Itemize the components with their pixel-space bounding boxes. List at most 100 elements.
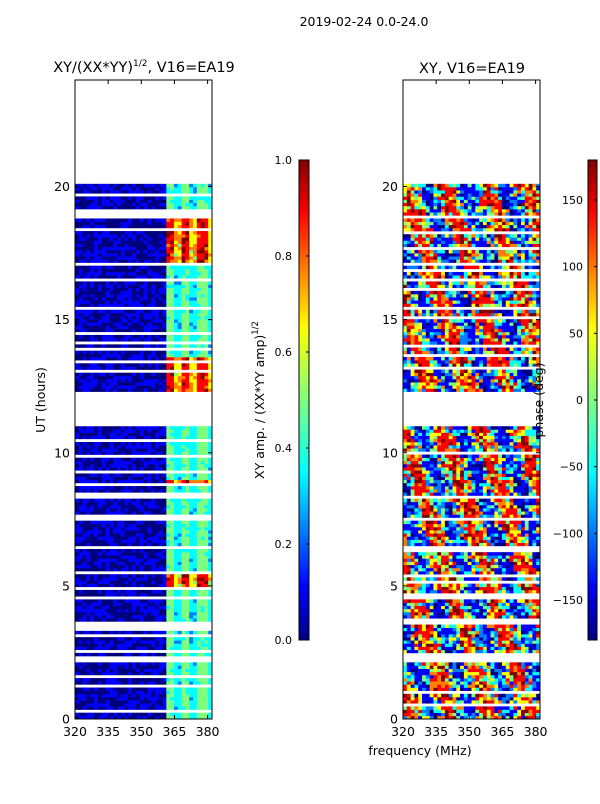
- heatmap-cell: [105, 335, 109, 338]
- heatmap-cell: [86, 426, 90, 429]
- heatmap-cell: [170, 338, 174, 341]
- heatmap-cell: [163, 662, 167, 665]
- heatmap-cell: [185, 385, 189, 388]
- heatmap-cell: [128, 385, 132, 388]
- heatmap-cell: [193, 599, 197, 602]
- heatmap-cell: [147, 543, 151, 546]
- heatmap-cell: [155, 442, 159, 445]
- heatmap-cell: [128, 713, 132, 716]
- heatmap-cell: [102, 426, 106, 429]
- heatmap-cell: [151, 593, 155, 596]
- heatmap-cell: [178, 609, 182, 612]
- heatmap-cell: [86, 593, 90, 596]
- heatmap-cell: [117, 388, 121, 391]
- heatmap-cell: [79, 388, 83, 391]
- heatmap-cell: [132, 574, 136, 577]
- heatmap-cell: [121, 612, 125, 615]
- heatmap-cell: [437, 678, 441, 681]
- heatmap-cell: [147, 574, 151, 577]
- heatmap-cell: [189, 344, 193, 347]
- heatmap-cell: [197, 584, 201, 587]
- heatmap-cell: [204, 382, 208, 385]
- heatmap-cell: [86, 294, 90, 297]
- heatmap-cell: [90, 300, 94, 303]
- heatmap-cell: [201, 388, 205, 391]
- heatmap-cell: [185, 247, 189, 250]
- heatmap-cell: [151, 521, 155, 524]
- heatmap-cell: [147, 577, 151, 580]
- heatmap-cell: [113, 300, 117, 303]
- heatmap-cell: [407, 669, 411, 672]
- heatmap-cell: [90, 322, 94, 325]
- heatmap-cell: [102, 379, 106, 382]
- heatmap-cell: [113, 379, 117, 382]
- heatmap-cell: [151, 568, 155, 571]
- heatmap-cell: [124, 558, 128, 561]
- heatmap-cell: [105, 294, 109, 297]
- heatmap-cell: [189, 316, 193, 319]
- heatmap-cell: [113, 580, 117, 583]
- heatmap-cell: [105, 316, 109, 319]
- heatmap-cell: [174, 325, 178, 328]
- heatmap-cell: [102, 354, 106, 357]
- heatmap-cell: [170, 272, 174, 275]
- heatmap-cell: [117, 250, 121, 253]
- heatmap-cell: [407, 700, 411, 703]
- heatmap-cell: [189, 244, 193, 247]
- heatmap-cell: [117, 533, 121, 536]
- heatmap-cell: [121, 706, 125, 709]
- heatmap-cell: [174, 310, 178, 313]
- heatmap-cell: [132, 247, 136, 250]
- heatmap-cell: [491, 706, 495, 709]
- heatmap-cell: [185, 505, 189, 508]
- heatmap-cell: [407, 681, 411, 684]
- heatmap-cell: [407, 706, 411, 709]
- heatmap-cell: [113, 442, 117, 445]
- heatmap-cell: [174, 637, 178, 640]
- heatmap-cell: [197, 603, 201, 606]
- heatmap-cell: [128, 203, 132, 206]
- heatmap-cell: [83, 344, 87, 347]
- heatmap-cell: [83, 565, 87, 568]
- heatmap-cell: [193, 357, 197, 360]
- heatmap-cell: [197, 467, 201, 470]
- heatmap-cell: [75, 700, 79, 703]
- heatmap-cell: [90, 606, 94, 609]
- heatmap-cell: [472, 672, 476, 675]
- heatmap-cell: [155, 294, 159, 297]
- heatmap-cell: [460, 688, 464, 691]
- heatmap-cell: [128, 281, 132, 284]
- heatmap-cell: [155, 505, 159, 508]
- heatmap-cell: [128, 643, 132, 646]
- heatmap-cell: [124, 190, 128, 193]
- heatmap-cell: [170, 303, 174, 306]
- heatmap-cell: [86, 433, 90, 436]
- heatmap-cell: [90, 344, 94, 347]
- heatmap-cell: [460, 713, 464, 716]
- heatmap-cell: [414, 710, 418, 713]
- heatmap-cell: [189, 527, 193, 530]
- heatmap-cell: [140, 285, 144, 288]
- heatmap-cell: [75, 313, 79, 316]
- heatmap-cell: [75, 511, 79, 514]
- heatmap-cell: [75, 382, 79, 385]
- heatmap-cell: [94, 338, 98, 341]
- heatmap-cell: [159, 300, 163, 303]
- heatmap-cell: [121, 247, 125, 250]
- heatmap-cell: [163, 590, 167, 593]
- heatmap-cell: [197, 647, 201, 650]
- heatmap-cell: [86, 574, 90, 577]
- heatmap-cell: [105, 489, 109, 492]
- heatmap-cell: [121, 256, 125, 259]
- heatmap-cell: [113, 669, 117, 672]
- heatmap-cell: [159, 688, 163, 691]
- heatmap-cell: [79, 442, 83, 445]
- heatmap-cell: [83, 445, 87, 448]
- heatmap-cell: [102, 477, 106, 480]
- heatmap-cell: [147, 196, 151, 199]
- heatmap-cell: [140, 647, 144, 650]
- heatmap-cell: [83, 294, 87, 297]
- heatmap-cell: [117, 294, 121, 297]
- heatmap-cell: [102, 580, 106, 583]
- heatmap-cell: [178, 335, 182, 338]
